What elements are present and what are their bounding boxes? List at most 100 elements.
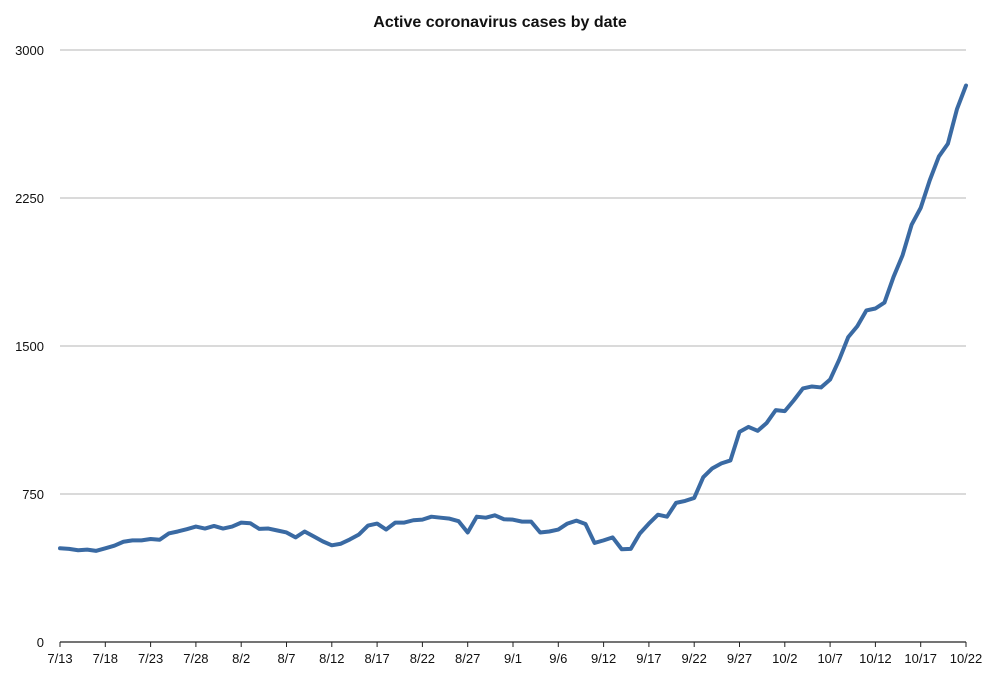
- x-tick-label: 9/12: [591, 651, 616, 666]
- data-point: [204, 527, 206, 530]
- data-point: [747, 426, 750, 428]
- data-point: [267, 527, 269, 530]
- x-tick-labels: 7/13 7/18 7/23 7/28 8/2 8/7 8/12 8/17 8/22 8/27 9/…: [47, 651, 982, 666]
- y-tick-label: 2250: [15, 191, 44, 206]
- data-point: [548, 530, 550, 533]
- data-point: [929, 179, 931, 181]
- data-point: [77, 549, 79, 551]
- data-point: [448, 518, 451, 520]
- data-point: [403, 522, 405, 524]
- data-point: [331, 544, 333, 546]
- series-layer: [58, 83, 968, 553]
- data-point: [113, 545, 115, 547]
- data-point: [177, 530, 179, 533]
- data-point: [956, 108, 958, 110]
- data-point: [213, 525, 215, 527]
- x-tick-label: 7/28: [183, 651, 208, 666]
- data-point: [938, 155, 940, 158]
- data-point: [285, 531, 288, 534]
- data-point: [122, 541, 125, 543]
- data-point: [847, 336, 849, 338]
- data-point: [140, 539, 143, 541]
- data-point: [304, 530, 306, 533]
- data-point: [539, 531, 541, 534]
- x-tick-label: 8/22: [410, 651, 435, 666]
- chart-title: Active coronavirus cases by date: [373, 14, 627, 31]
- data-point: [249, 522, 251, 524]
- y-tick-label: 0: [37, 635, 44, 650]
- data-point: [657, 514, 659, 516]
- data-point: [294, 536, 297, 539]
- data-point: [322, 540, 324, 542]
- data-point: [503, 518, 505, 520]
- data-point: [738, 431, 741, 433]
- data-point: [104, 547, 106, 549]
- x-tick-label: 7/23: [138, 651, 163, 666]
- gridlines: [60, 49, 966, 495]
- x-tick-label: 10/7: [817, 651, 842, 666]
- x-tick-label: 10/2: [772, 651, 797, 666]
- series-line: [58, 83, 968, 553]
- x-tick-label: 8/12: [319, 651, 344, 666]
- data-point: [59, 547, 61, 549]
- data-point: [865, 309, 867, 312]
- data-point: [883, 301, 886, 304]
- data-point: [421, 519, 423, 521]
- data-point: [630, 548, 632, 550]
- data-point: [829, 378, 831, 381]
- data-point: [340, 543, 342, 545]
- data-point: [802, 387, 804, 390]
- data-point: [385, 528, 387, 531]
- data-point: [820, 386, 822, 389]
- data-point: [240, 522, 242, 524]
- data-point: [131, 539, 134, 541]
- data-point: [430, 516, 433, 518]
- data-point: [920, 207, 922, 209]
- data-point: [376, 523, 378, 525]
- data-point: [838, 359, 840, 361]
- data-point: [349, 538, 351, 540]
- x-tick-label: 8/17: [364, 651, 389, 666]
- data-point: [811, 385, 813, 388]
- data-point: [458, 520, 460, 522]
- data-point: [892, 276, 895, 278]
- data-point: [313, 535, 315, 538]
- data-point: [159, 539, 161, 541]
- data-point: [367, 524, 369, 527]
- data-point: [911, 224, 913, 226]
- data-point: [476, 516, 478, 518]
- x-tick-label: 10/22: [950, 651, 983, 666]
- data-point: [168, 532, 170, 535]
- data-point: [603, 539, 605, 541]
- data-point: [575, 520, 578, 522]
- data-point: [856, 325, 858, 327]
- x-tick-label: 7/13: [47, 651, 72, 666]
- data-point: [467, 531, 469, 534]
- data-point: [775, 409, 777, 411]
- data-point: [784, 410, 786, 412]
- data-point: [612, 536, 614, 539]
- data-point: [874, 307, 877, 310]
- data-point: [666, 516, 668, 518]
- data-point: [593, 542, 596, 544]
- x-tick-label: 9/1: [504, 651, 522, 666]
- x-tick-label: 9/27: [727, 651, 752, 666]
- data-point: [729, 459, 732, 462]
- data-point: [757, 430, 759, 432]
- x-tick-label: 9/22: [682, 651, 707, 666]
- axes: [59, 641, 967, 647]
- data-point: [68, 548, 70, 550]
- x-tick-label: 8/27: [455, 651, 480, 666]
- data-point: [412, 519, 414, 521]
- y-tick-label: 3000: [15, 43, 44, 58]
- x-tick-label: 7/18: [93, 651, 118, 666]
- data-point: [621, 548, 623, 550]
- data-point: [512, 519, 514, 521]
- data-point: [566, 523, 568, 525]
- data-point: [231, 525, 233, 528]
- data-point: [485, 517, 487, 519]
- data-point: [394, 522, 396, 524]
- data-point: [276, 529, 279, 532]
- x-tick-label: 8/7: [277, 651, 295, 666]
- data-point: [793, 399, 795, 401]
